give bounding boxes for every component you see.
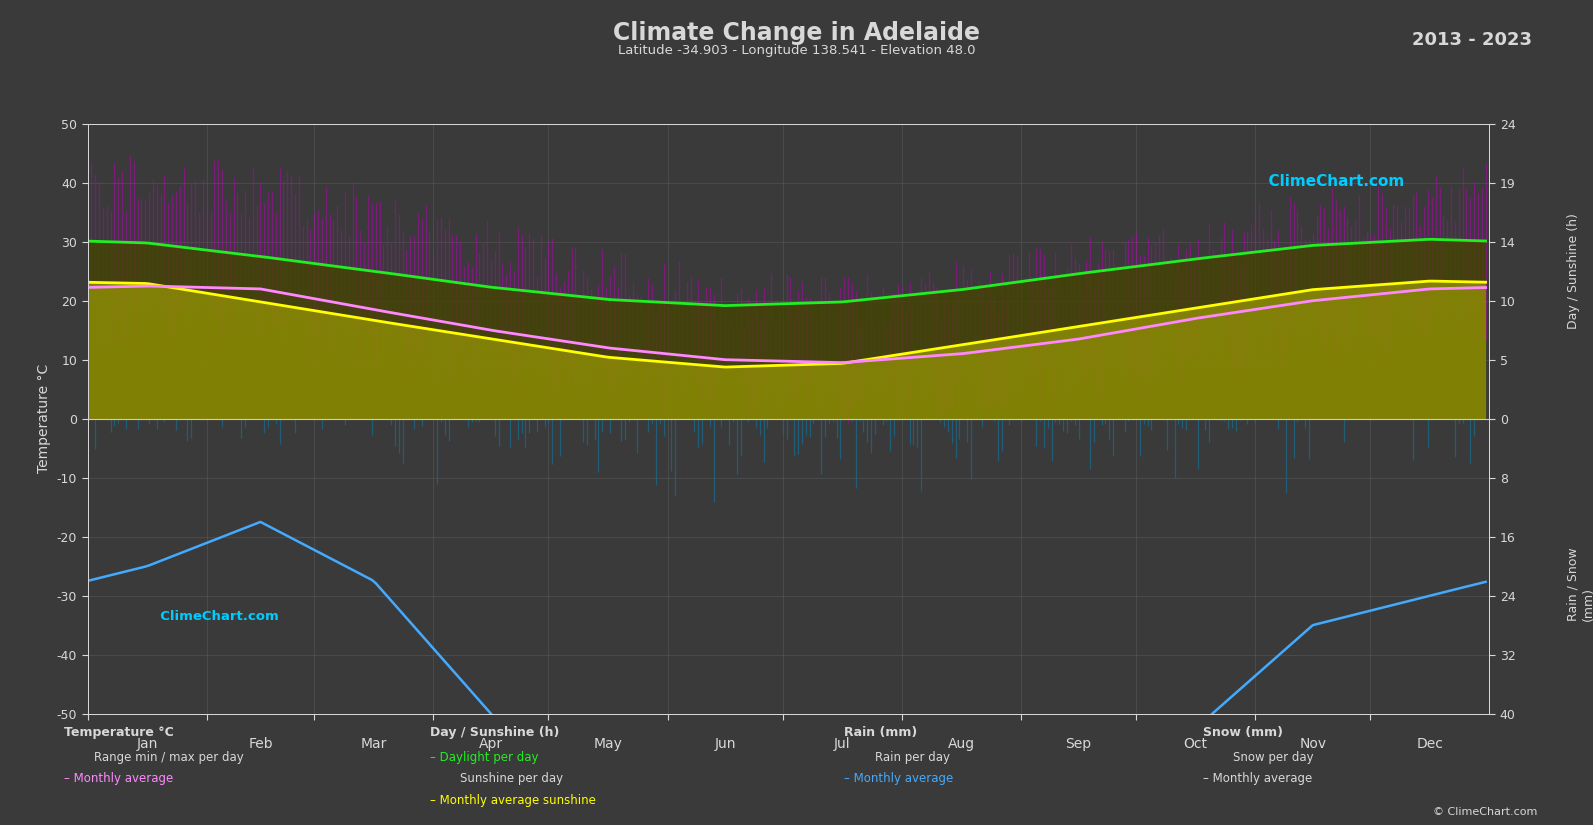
Text: Snow (mm): Snow (mm)	[1203, 726, 1282, 739]
Text: ClimeChart.com: ClimeChart.com	[151, 610, 279, 624]
Text: Apr: Apr	[479, 738, 503, 752]
Text: – Monthly average: – Monthly average	[844, 772, 954, 785]
Text: – Monthly average: – Monthly average	[64, 772, 174, 785]
Text: Day / Sunshine (h): Day / Sunshine (h)	[1566, 214, 1580, 329]
Text: Dec: Dec	[1416, 738, 1443, 752]
Text: Sunshine per day: Sunshine per day	[460, 772, 564, 785]
Text: ClimeChart.com: ClimeChart.com	[1258, 174, 1405, 189]
Text: Jun: Jun	[714, 738, 736, 752]
Text: Range min / max per day: Range min / max per day	[94, 751, 244, 764]
Text: Rain per day: Rain per day	[875, 751, 949, 764]
Text: Feb: Feb	[249, 738, 272, 752]
Text: Latitude -34.903 - Longitude 138.541 - Elevation 48.0: Latitude -34.903 - Longitude 138.541 - E…	[618, 44, 975, 57]
Text: Rain / Snow
(mm): Rain / Snow (mm)	[1566, 547, 1593, 620]
Text: – Monthly average sunshine: – Monthly average sunshine	[430, 794, 596, 807]
Text: 2013 - 2023: 2013 - 2023	[1413, 31, 1532, 50]
Text: – Daylight per day: – Daylight per day	[430, 751, 538, 764]
Text: Nov: Nov	[1300, 738, 1327, 752]
Text: Snow per day: Snow per day	[1233, 751, 1314, 764]
Text: Jul: Jul	[835, 738, 851, 752]
Text: Climate Change in Adelaide: Climate Change in Adelaide	[613, 21, 980, 45]
Y-axis label: Temperature °C: Temperature °C	[37, 364, 51, 474]
Text: Day / Sunshine (h): Day / Sunshine (h)	[430, 726, 559, 739]
Text: Mar: Mar	[360, 738, 387, 752]
Text: Temperature °C: Temperature °C	[64, 726, 174, 739]
Text: Sep: Sep	[1066, 738, 1091, 752]
Text: Oct: Oct	[1184, 738, 1207, 752]
Text: Jan: Jan	[137, 738, 158, 752]
Text: © ClimeChart.com: © ClimeChart.com	[1432, 807, 1537, 817]
Text: – Monthly average: – Monthly average	[1203, 772, 1313, 785]
Text: May: May	[594, 738, 623, 752]
Text: Rain (mm): Rain (mm)	[844, 726, 918, 739]
Text: Aug: Aug	[948, 738, 975, 752]
